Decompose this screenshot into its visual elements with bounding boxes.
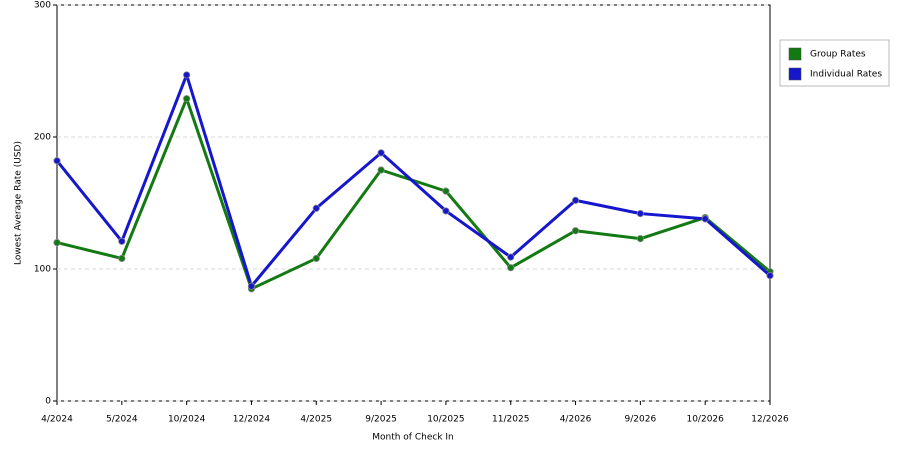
legend-swatch [788,47,802,61]
data-point [53,239,61,247]
x-tick-label: 4/2026 [560,415,592,425]
data-point [53,157,61,165]
data-point [377,166,385,174]
data-point [118,254,126,263]
data-point [636,209,644,218]
y-axis-label: Lowest Average Rate (USD) [14,141,24,265]
x-tick-label: 4/2024 [41,415,73,425]
data-point [701,215,709,223]
x-tick-label: 12/2026 [751,415,789,425]
data-point [636,235,644,243]
x-tick-label: 9/2026 [625,415,657,425]
x-tick-label: 10/2026 [686,415,724,425]
x-tick-label: 4/2025 [300,415,332,425]
series-line [55,73,771,288]
series-line [56,97,771,291]
x-tick-label: 10/2025 [427,415,464,425]
y-tick-label: 100 [34,265,51,275]
legend-label: Group Rates [810,50,866,60]
x-tick-label: 10/2024 [168,415,206,425]
data-point [377,149,385,157]
data-point [507,264,515,272]
legend-label: Individual Rates [810,70,882,80]
x-axis-label: Month of Check In [372,433,454,443]
data-point [571,227,580,235]
data-point [183,95,191,103]
data-point [766,271,774,280]
data-point [442,187,450,195]
data-point [312,254,320,263]
y-tick-label: 0 [45,397,51,407]
x-tick-label: 11/2025 [492,415,529,425]
data-point [571,196,580,204]
data-point [312,204,320,212]
plot-frame [56,4,771,402]
data-point [442,207,450,215]
y-tick-label: 200 [34,133,51,143]
legend-swatch [788,67,802,81]
data-point [118,237,126,245]
data-point [507,253,515,261]
y-tick-label: 300 [34,1,51,11]
data-point [247,282,256,290]
x-tick-label: 5/2024 [106,415,138,425]
data-point [183,71,191,79]
x-tick-label: 12/2024 [233,415,271,425]
x-tick-label: 9/2025 [365,415,397,425]
